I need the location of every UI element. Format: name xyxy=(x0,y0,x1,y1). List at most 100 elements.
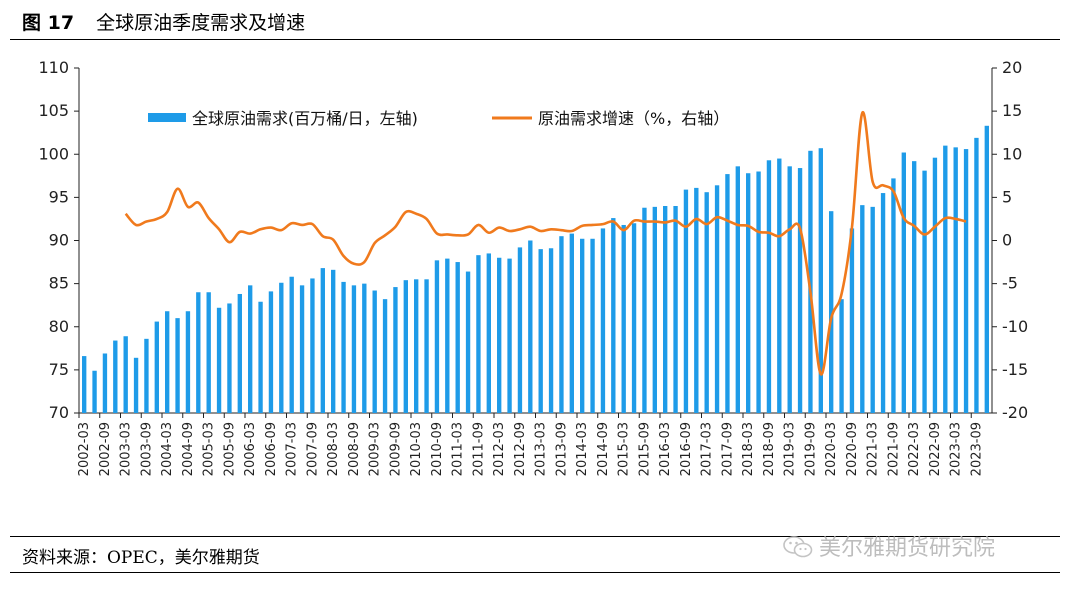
legend-bar-swatch xyxy=(148,113,186,122)
legend: 全球原油需求(百万桶/日，左轴) 原油需求增速（%，右轴） xyxy=(148,109,729,128)
demand-bar xyxy=(683,189,689,413)
x-tick-label: 2023-09 xyxy=(969,422,984,476)
left-axis-tick-label: 80 xyxy=(49,317,69,336)
demand-bar xyxy=(673,206,678,413)
demand-bar xyxy=(953,147,958,413)
chart: 70 75 80 85 90 95 100 105 110 -20 -15 -10 -5 0 5 10 15 20… xyxy=(38,58,1028,476)
wechat-icon xyxy=(783,535,813,565)
demand-bar xyxy=(600,228,606,413)
demand-bar xyxy=(559,236,564,413)
demand-bar xyxy=(870,206,875,413)
demand-bar xyxy=(455,262,460,413)
demand-bar xyxy=(382,299,388,413)
demand-bar xyxy=(476,255,481,413)
demand-bar xyxy=(849,228,855,413)
x-tick-label: 2013-09 xyxy=(554,422,569,476)
demand-bar xyxy=(569,233,574,413)
left-axis-tick-label: 105 xyxy=(38,101,69,120)
demand-bar xyxy=(414,279,419,413)
right-axis-tick-label: 0 xyxy=(1002,231,1012,250)
demand-bar xyxy=(818,148,823,413)
right-axis-tick-label: 20 xyxy=(1002,58,1022,77)
demand-bar xyxy=(652,206,657,413)
demand-bar xyxy=(528,240,533,413)
x-tick-label: 2020-03 xyxy=(824,422,839,476)
x-tick-label: 2014-03 xyxy=(575,422,590,476)
demand-bar xyxy=(216,307,222,413)
demand-bar xyxy=(424,279,429,413)
x-tick-label: 2007-03 xyxy=(285,422,300,476)
x-tick-label: 2022-09 xyxy=(928,422,943,476)
figure-title: 全球原油季度需求及增速 xyxy=(96,12,306,34)
x-tick-label: 2019-03 xyxy=(783,422,798,476)
x-tick-label: 2017-03 xyxy=(700,422,715,476)
demand-bar xyxy=(590,238,595,413)
legend-line-label: 原油需求增速（%，右轴） xyxy=(538,109,729,128)
x-tick-label: 2010-03 xyxy=(409,422,424,476)
demand-bar xyxy=(144,338,149,413)
x-tick-label: 2006-03 xyxy=(243,422,258,476)
x-tick-label: 2017-09 xyxy=(720,422,735,476)
demand-bar xyxy=(341,281,346,413)
demand-bar xyxy=(548,248,554,413)
demand-bar xyxy=(486,253,491,413)
demand-bar xyxy=(538,249,543,414)
left-axis-tick-label: 85 xyxy=(49,274,69,293)
demand-bar xyxy=(113,340,118,413)
right-axis-tick-label: 15 xyxy=(1002,101,1022,120)
x-tick-label: 2003-09 xyxy=(139,422,154,476)
demand-bar xyxy=(102,353,108,413)
demand-bar xyxy=(362,283,367,414)
demand-bar xyxy=(227,303,232,413)
demand-bar xyxy=(237,293,242,413)
demand-bar xyxy=(165,311,170,413)
right-axis-tick-label: -5 xyxy=(1002,274,1018,293)
demand-bar xyxy=(766,160,772,413)
left-axis-tick-label: 70 xyxy=(49,403,69,422)
demand-bar xyxy=(839,299,844,413)
chart-axes: 70 75 80 85 90 95 100 105 110 -20 -15 -10 -5 0 5 10 15 20 xyxy=(38,58,1028,422)
demand-bar xyxy=(445,258,450,413)
x-tick-label: 2007-09 xyxy=(305,422,320,476)
watermark-text: 美尔雅期货研究院 xyxy=(819,536,996,561)
left-axis-tick-label: 90 xyxy=(49,231,69,250)
demand-bar xyxy=(310,278,315,413)
demand-bar xyxy=(694,187,699,413)
x-tick-label: 2009-03 xyxy=(368,422,383,476)
demand-bar xyxy=(984,125,989,413)
demand-bar xyxy=(289,276,294,413)
demand-bar xyxy=(393,287,398,413)
x-tick-label: 2016-03 xyxy=(658,422,673,476)
final-divider xyxy=(10,572,1060,573)
x-tick-label: 2011-03 xyxy=(451,422,466,476)
demand-bar xyxy=(133,357,139,413)
demand-bar xyxy=(891,178,896,413)
x-tick-label: 2023-03 xyxy=(949,422,964,476)
figure-label: 图 17 xyxy=(22,12,75,34)
growth-line-path xyxy=(124,111,967,376)
x-tick-labels: 2002-03 2002-09 2003-03 2003-09 2004-03 2004-… xyxy=(77,413,984,476)
demand-bar xyxy=(725,174,730,413)
demand-bar xyxy=(372,290,377,413)
demand-bar xyxy=(331,269,336,413)
demand-bar xyxy=(465,271,471,413)
x-tick-label: 2008-09 xyxy=(347,422,362,476)
legend-bar-label: 全球原油需求(百万桶/日，左轴) xyxy=(192,109,418,128)
demand-bar xyxy=(580,238,585,413)
x-tick-label: 2002-09 xyxy=(98,422,113,476)
x-tick-label: 2015-03 xyxy=(617,422,632,476)
demand-bar xyxy=(714,185,720,413)
x-tick-label: 2004-03 xyxy=(160,422,175,476)
x-tick-label: 2008-03 xyxy=(326,422,341,476)
demand-bar xyxy=(123,336,128,413)
x-tick-label: 2018-09 xyxy=(762,422,777,476)
left-axis-tick-label: 95 xyxy=(49,187,69,206)
demand-bar xyxy=(268,291,274,413)
x-tick-label: 2015-09 xyxy=(637,422,652,476)
x-tick-label: 2021-03 xyxy=(866,422,881,476)
demand-bar xyxy=(621,224,626,413)
demand-bar xyxy=(320,268,325,413)
figure-title-line: 图 17 全球原油季度需求及增速 xyxy=(22,8,305,35)
demand-bar xyxy=(963,149,969,413)
demand-bar xyxy=(912,161,917,413)
